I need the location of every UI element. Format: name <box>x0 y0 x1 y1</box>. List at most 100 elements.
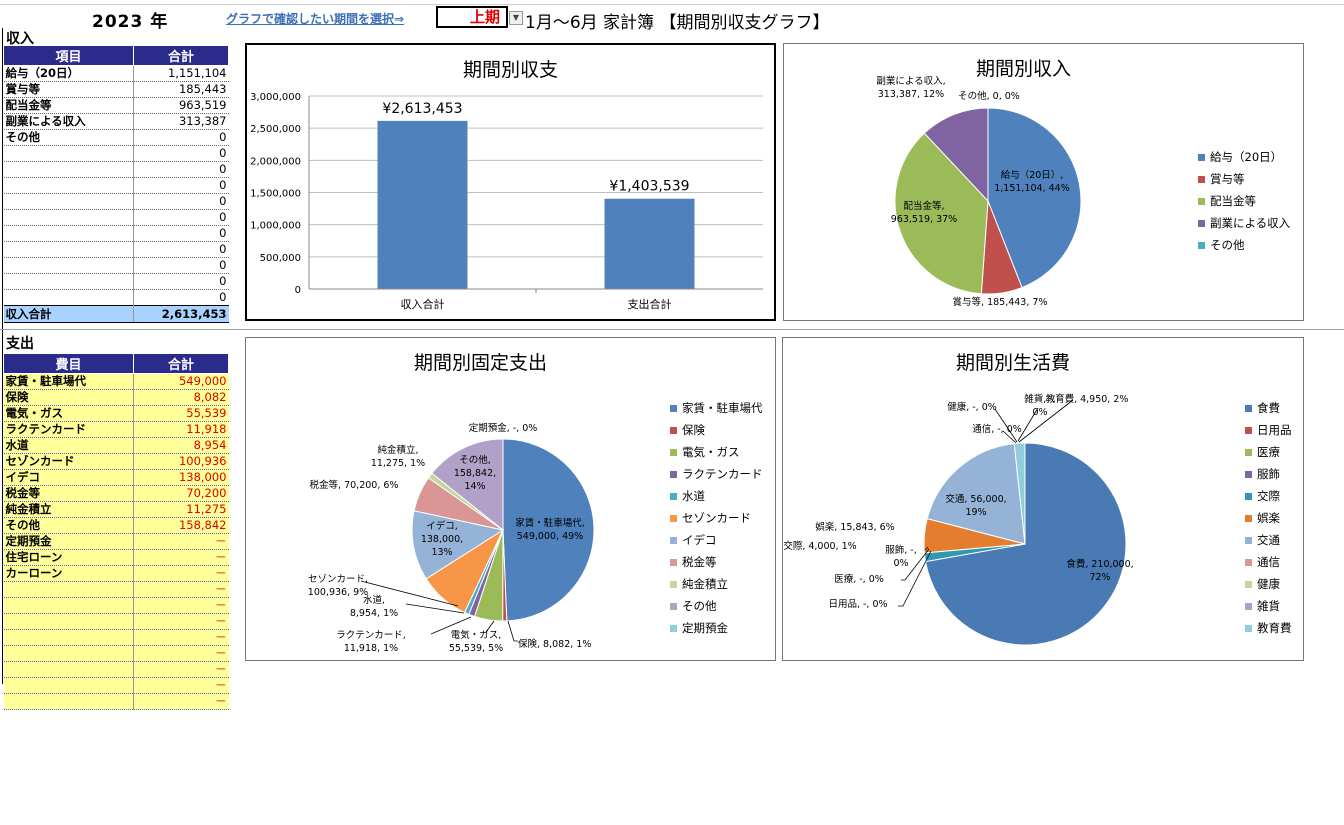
row-label[interactable]: その他 <box>3 517 134 534</box>
table-row: 定期預金－ <box>3 533 229 550</box>
pie-slice[interactable] <box>431 438 504 532</box>
row-value[interactable]: 0 <box>133 209 229 226</box>
legend-item: イデコ <box>670 529 763 551</box>
pie-slice[interactable] <box>1013 442 1026 545</box>
pie-slice[interactable] <box>411 510 505 580</box>
income-chart-panel[interactable]: 期間別収入 給与（20日）, 1,151,104, 44% 賞与等, 185,443… <box>783 43 1304 321</box>
bar[interactable] <box>604 198 695 289</box>
row-label[interactable] <box>3 273 134 290</box>
row-value[interactable]: 11,918 <box>133 421 229 438</box>
row-label[interactable]: 税金等 <box>3 485 134 502</box>
leader-line <box>1002 430 1017 444</box>
row-label[interactable] <box>3 693 134 710</box>
row-label[interactable]: 水道 <box>3 437 134 454</box>
row-value[interactable]: 1,151,104 <box>133 65 229 82</box>
row-label[interactable] <box>3 145 134 162</box>
row-value[interactable]: 8,954 <box>133 437 229 454</box>
row-label[interactable] <box>3 581 134 598</box>
legend-item: 水道 <box>670 485 763 507</box>
bar[interactable] <box>377 120 468 289</box>
row-label[interactable] <box>3 225 134 242</box>
row-label[interactable]: その他 <box>3 129 134 146</box>
period-select-link[interactable]: グラフで確認したい期間を選択⇒ <box>226 12 405 26</box>
row-value[interactable]: 11,275 <box>133 501 229 518</box>
chart-title: 期間別収入 <box>975 58 1071 80</box>
period-select[interactable]: 上期 <box>436 6 508 28</box>
row-value[interactable]: 100,936 <box>133 453 229 470</box>
row-value[interactable]: － <box>133 693 229 710</box>
row-value[interactable]: 185,443 <box>133 81 229 98</box>
row-label[interactable] <box>3 193 134 210</box>
row-value[interactable]: 0 <box>133 289 229 306</box>
row-label[interactable]: 定期預金 <box>3 533 134 550</box>
row-label[interactable]: 家賃・駐車場代 <box>3 373 134 390</box>
row-value[interactable]: 138,000 <box>133 469 229 486</box>
row-label[interactable] <box>3 177 134 194</box>
row-value[interactable]: － <box>133 549 229 566</box>
row-value[interactable]: － <box>133 581 229 598</box>
row-value[interactable]: － <box>133 629 229 646</box>
row-value[interactable]: － <box>133 613 229 630</box>
row-label[interactable] <box>3 613 134 630</box>
row-label[interactable] <box>3 645 134 662</box>
row-value[interactable]: 0 <box>133 241 229 258</box>
row-label[interactable]: 保険 <box>3 389 134 406</box>
row-label[interactable] <box>3 257 134 274</box>
row-value[interactable]: － <box>133 597 229 614</box>
row-label[interactable] <box>3 161 134 178</box>
row-value[interactable]: 0 <box>133 145 229 162</box>
row-label[interactable] <box>3 241 134 258</box>
row-label[interactable]: 住宅ローン <box>3 549 134 566</box>
row-value[interactable]: 158,842 <box>133 517 229 534</box>
row-label[interactable]: 給与（20日） <box>3 65 134 82</box>
table-row: カーローン－ <box>3 565 229 582</box>
row-label[interactable]: 純金積立 <box>3 501 134 518</box>
row-value[interactable]: － <box>133 533 229 550</box>
row-value[interactable]: 0 <box>133 273 229 290</box>
row-value[interactable]: 55,539 <box>133 405 229 422</box>
row-label[interactable] <box>3 661 134 678</box>
row-label[interactable] <box>3 209 134 226</box>
slice-data-label: 純金積立, 11,275, 1% <box>371 444 425 469</box>
pie-slice[interactable] <box>894 132 989 295</box>
row-label[interactable] <box>3 289 134 306</box>
row-label[interactable]: 電気・ガス <box>3 405 134 422</box>
row-label[interactable]: 副業による収入 <box>3 113 134 130</box>
row-value[interactable]: 0 <box>133 161 229 178</box>
row-value[interactable]: － <box>133 661 229 678</box>
row-value[interactable]: 70,200 <box>133 485 229 502</box>
row-label[interactable]: カーローン <box>3 565 134 582</box>
row-value[interactable]: 963,519 <box>133 97 229 114</box>
row-label[interactable]: 賞与等 <box>3 81 134 98</box>
row-label[interactable]: 配当金等 <box>3 97 134 114</box>
row-value[interactable]: － <box>133 565 229 582</box>
row-label[interactable]: ラクテンカード <box>3 421 134 438</box>
row-value[interactable]: 0 <box>133 257 229 274</box>
balance-chart-panel[interactable]: 期間別収支 0 500,000 1,000,000 1,500,000 2,000,00… <box>245 43 776 321</box>
chevron-down-icon[interactable]: ▼ <box>509 11 523 25</box>
row-label[interactable] <box>3 629 134 646</box>
pie-slice[interactable] <box>924 442 1127 646</box>
row-value[interactable]: 549,000 <box>133 373 229 390</box>
pie-slice[interactable] <box>502 438 595 622</box>
row-label[interactable] <box>3 597 134 614</box>
row-label[interactable] <box>3 677 134 694</box>
pie-slice[interactable] <box>923 107 989 203</box>
row-value[interactable]: 313,387 <box>133 113 229 130</box>
leader-line <box>430 616 472 635</box>
pie-slice[interactable] <box>987 107 1082 289</box>
row-value[interactable]: 0 <box>133 193 229 210</box>
row-value[interactable]: 0 <box>133 225 229 242</box>
row-value[interactable]: － <box>133 677 229 694</box>
fixed-expense-chart-panel[interactable]: 期間別固定支出 家賃・駐車場代, 549,000, 49% 保険, 8,082, 1… <box>245 337 776 661</box>
living-expense-chart-panel[interactable]: 期間別生活費 食費, 210,000, 72% 日用品, -, 0% 医療, -, 0… <box>782 337 1304 661</box>
row-label[interactable]: イデコ <box>3 469 134 486</box>
row-value[interactable]: 8,082 <box>133 389 229 406</box>
legend-swatch <box>670 558 677 566</box>
legend-item: 通信 <box>1245 551 1292 573</box>
row-value[interactable]: 0 <box>133 129 229 146</box>
row-label[interactable]: セゾンカード <box>3 453 134 470</box>
pie-slice[interactable] <box>926 443 1026 545</box>
row-value[interactable]: － <box>133 645 229 662</box>
row-value[interactable]: 0 <box>133 177 229 194</box>
